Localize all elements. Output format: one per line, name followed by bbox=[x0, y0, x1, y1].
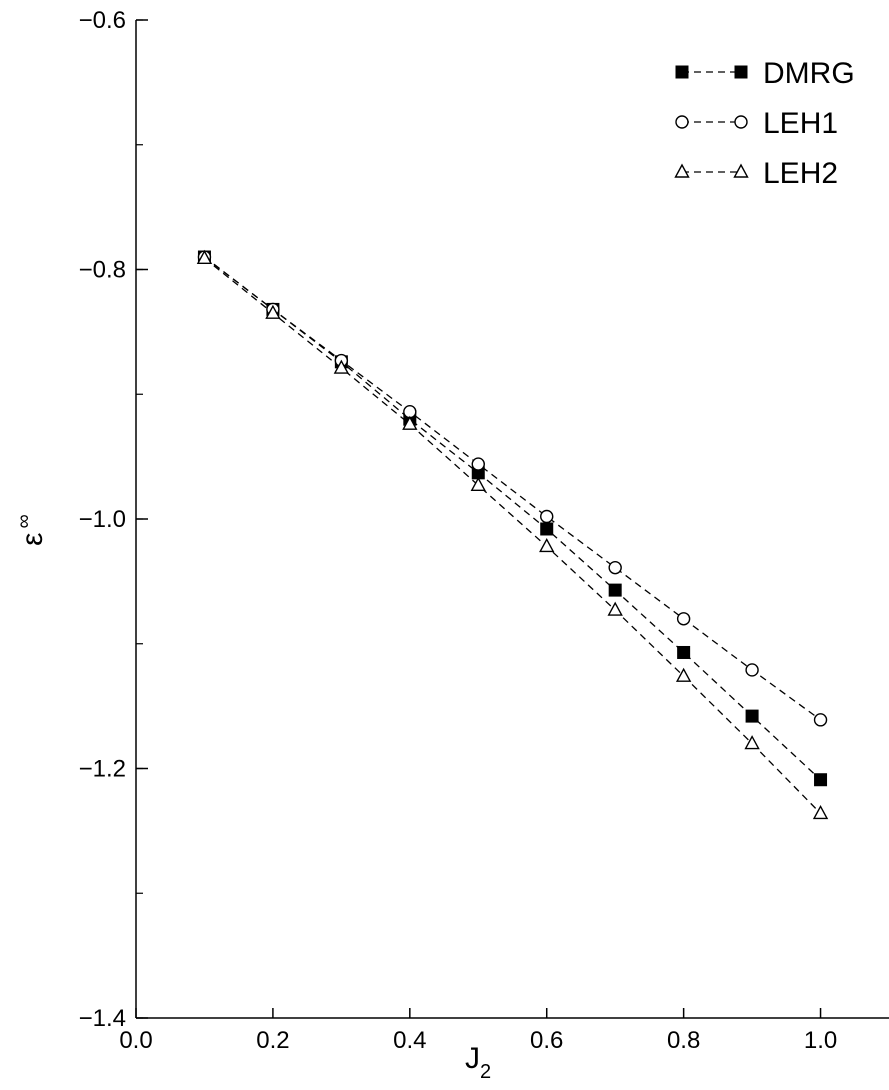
data-point-leh1 bbox=[540, 509, 554, 524]
data-point-leh2 bbox=[402, 415, 418, 430]
y-tick-label: −1.0 bbox=[79, 506, 126, 533]
y-axis-title: ε∞ bbox=[13, 514, 49, 546]
y-tick-label: −0.6 bbox=[79, 7, 126, 34]
x-tick-label: 0.8 bbox=[667, 1027, 700, 1054]
legend: DMRG LEH1 LEH2 bbox=[674, 57, 855, 190]
legend-marker-leh2 bbox=[674, 163, 690, 178]
data-point-leh2 bbox=[744, 735, 760, 750]
data-point-dmrg bbox=[677, 645, 691, 659]
x-tick-label: 0.2 bbox=[256, 1027, 289, 1054]
data-point-leh1 bbox=[813, 713, 828, 727]
x-tick-label: 0.0 bbox=[119, 1027, 152, 1054]
y-tick-label: −0.8 bbox=[79, 257, 126, 284]
legend-item-dmrg: DMRG bbox=[675, 57, 855, 90]
data-point-leh1 bbox=[471, 457, 485, 471]
legend-item-leh2: LEH2 bbox=[674, 157, 838, 190]
data-point-leh1 bbox=[676, 612, 691, 626]
data-point-leh2 bbox=[675, 667, 692, 682]
legend-marker-leh1 bbox=[734, 115, 748, 129]
legend-marker-dmrg bbox=[675, 65, 689, 79]
data-point-leh2 bbox=[470, 476, 486, 492]
legend-label-leh1: LEH1 bbox=[763, 107, 838, 140]
data-point-leh1 bbox=[745, 663, 759, 677]
data-point-leh2 bbox=[196, 249, 213, 264]
y-tick-label: −1.4 bbox=[79, 1005, 126, 1032]
series-line-leh2 bbox=[204, 257, 822, 814]
data-point-leh2 bbox=[812, 804, 829, 820]
data-point-leh2 bbox=[607, 601, 623, 616]
legend-label-leh2: LEH2 bbox=[763, 157, 838, 190]
legend-label-dmrg: DMRG bbox=[763, 57, 855, 90]
series-line-dmrg bbox=[204, 256, 821, 781]
data-point-leh1 bbox=[608, 560, 622, 575]
data-point-dmrg bbox=[745, 709, 759, 723]
series-line-leh1 bbox=[204, 256, 821, 721]
series-leh2 bbox=[196, 249, 829, 820]
data-point-leh2 bbox=[539, 537, 555, 553]
series-leh1 bbox=[197, 250, 828, 727]
data-point-dmrg bbox=[814, 773, 828, 787]
x-tick-label: 0.4 bbox=[393, 1027, 426, 1054]
legend-marker-dmrg bbox=[734, 65, 748, 79]
legend-marker-leh1 bbox=[675, 115, 689, 129]
axes-layer: 0.0 0.2 0.4 0.6 0.8 1.0 −1.4 −1.2 −1.0 −0.8 −0.6 bbox=[79, 7, 889, 1054]
data-point-dmrg bbox=[540, 522, 554, 536]
x-tick-label: 1.0 bbox=[804, 1027, 837, 1054]
x-axis-title: J2 bbox=[465, 1042, 491, 1083]
legend-item-leh1: LEH1 bbox=[675, 107, 838, 140]
legend-marker-leh2 bbox=[733, 163, 749, 178]
series-dmrg bbox=[197, 250, 828, 787]
series-layer bbox=[196, 249, 829, 820]
data-point-dmrg bbox=[608, 583, 622, 597]
data-point-leh2 bbox=[265, 304, 281, 319]
y-tick-label: −1.2 bbox=[79, 756, 126, 783]
data-point-leh2 bbox=[333, 359, 350, 374]
x-tick-label: 0.6 bbox=[530, 1027, 563, 1054]
